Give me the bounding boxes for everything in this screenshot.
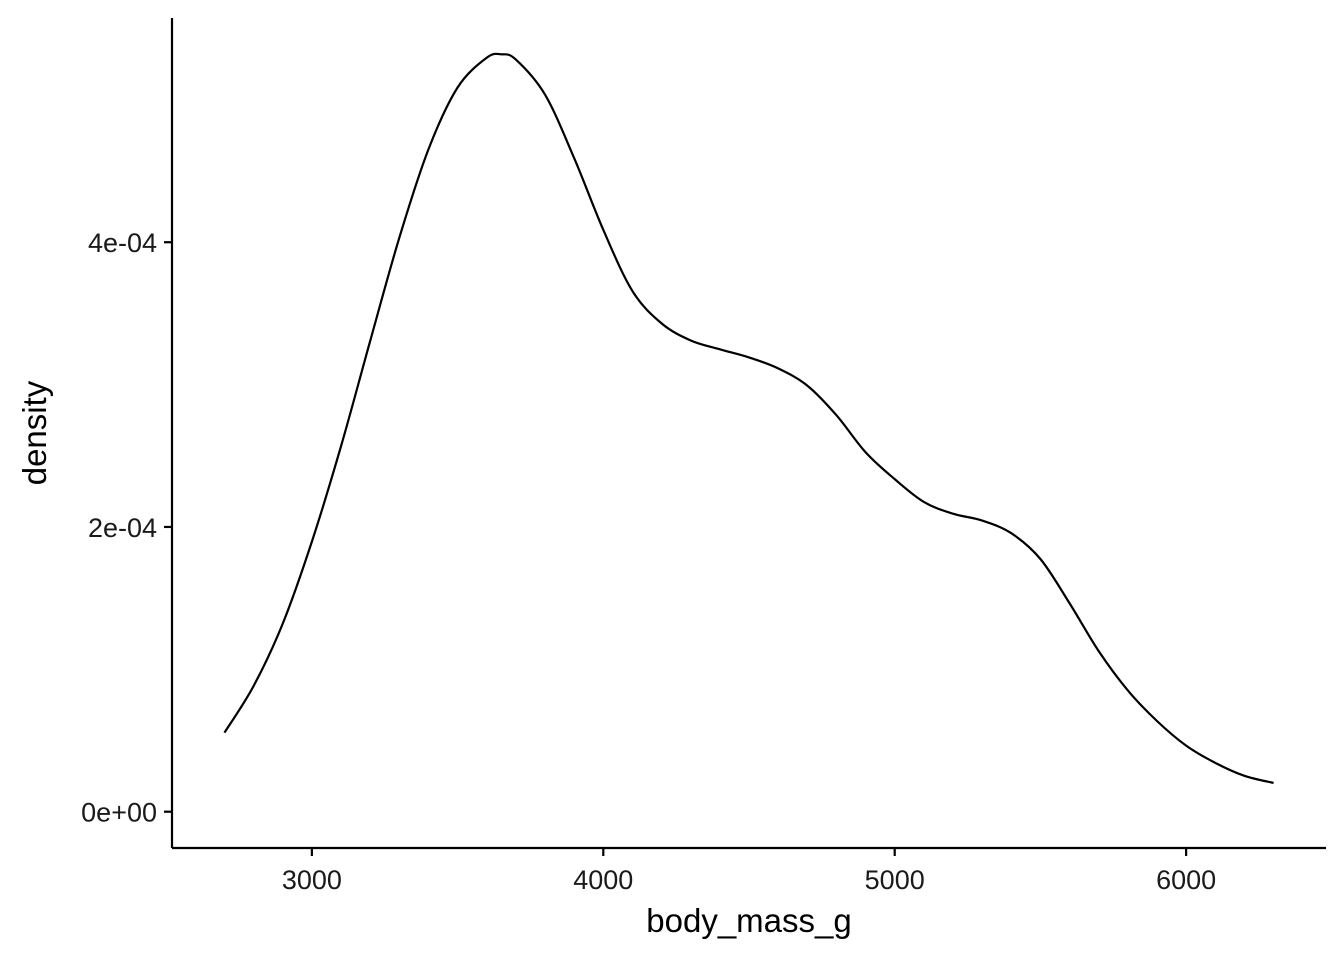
y-tick-label: 4e-04 (88, 228, 157, 258)
x-tick-label: 6000 (1156, 865, 1216, 895)
y-tick-label: 2e-04 (88, 513, 157, 543)
x-tick-label: 3000 (282, 865, 342, 895)
density-curve-line (223, 52, 1274, 785)
x-tick-label: 4000 (573, 865, 633, 895)
plot-area (223, 52, 1274, 785)
x-axis-ticks: 3000 4000 5000 6000 (282, 848, 1216, 895)
y-axis-ticks: 0e+00 2e-04 4e-04 (81, 228, 172, 828)
y-axis-title: density (16, 380, 53, 485)
x-tick-label: 5000 (865, 865, 925, 895)
y-tick-label: 0e+00 (81, 798, 157, 828)
x-axis-title: body_mass_g (646, 902, 851, 939)
